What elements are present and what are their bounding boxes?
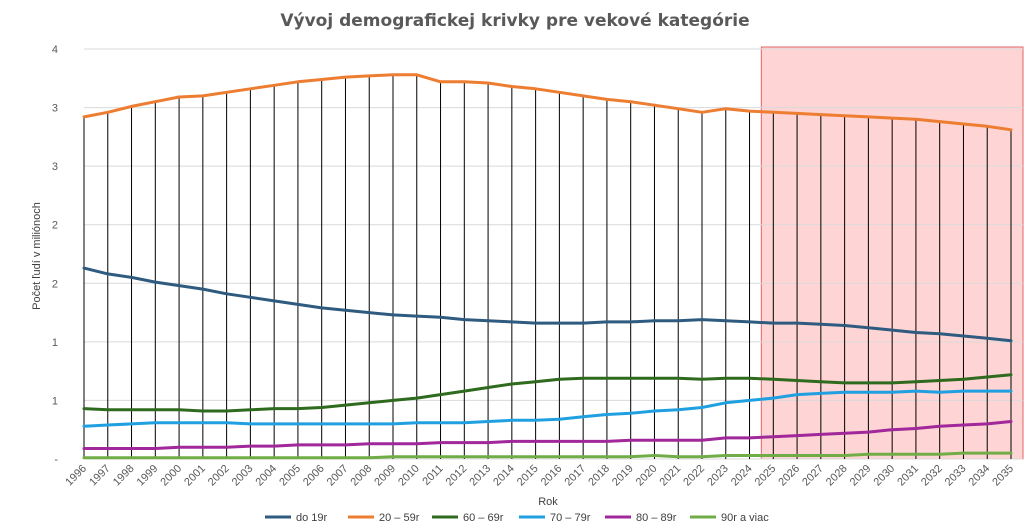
x-tick-label: 2022 (681, 463, 707, 489)
x-tick-label: 2001 (182, 463, 208, 489)
x-tick-label: 2019 (610, 463, 636, 489)
legend-label: 90r a viac (721, 512, 769, 524)
y-tick-label: 1 (52, 395, 58, 407)
y-axis-title: Počet ľudí v miliónoch (31, 202, 43, 310)
y-tick-label: 3 (52, 161, 58, 173)
x-tick-label: 2005 (277, 463, 303, 489)
x-tick-label: 2030 (871, 463, 897, 489)
x-tick-label: 2015 (515, 463, 541, 489)
x-tick-label: 2010 (396, 463, 422, 489)
series-line (82, 266, 1013, 343)
x-tick-label: 2026 (776, 463, 802, 489)
x-tick-label: 2018 (586, 463, 612, 489)
chart-title: Vývoj demografickej krivky pre vekové ka… (280, 11, 749, 31)
legend-label: 80 – 89r (636, 512, 677, 524)
x-tick-label: 2031 (895, 463, 921, 489)
x-axis-tick-labels: 1996199719981999200020012002200320042005… (63, 463, 1016, 489)
x-tick-label: 1996 (63, 463, 89, 489)
legend-label: do 19r (296, 512, 328, 524)
x-tick-label: 2009 (372, 463, 398, 489)
x-tick-label: 2008 (349, 463, 375, 489)
y-tick-label: - (54, 454, 58, 466)
series-line (82, 73, 1013, 132)
x-tick-label: 2011 (420, 463, 445, 488)
x-tick-label: 1999 (135, 463, 161, 489)
y-tick-label: 4 (52, 44, 58, 56)
series-line (82, 389, 1013, 428)
x-tick-label: 2028 (824, 463, 850, 489)
x-tick-label: 2035 (990, 463, 1016, 489)
y-tick-label: 3 (52, 103, 58, 115)
series-line (82, 451, 1013, 460)
x-tick-label: 2025 (753, 463, 779, 489)
x-tick-label: 2020 (634, 463, 660, 489)
x-tick-label: 2024 (729, 463, 755, 489)
series-line (82, 373, 1013, 413)
x-tick-label: 1997 (87, 463, 113, 489)
legend-label: 20 – 59r (379, 512, 420, 524)
x-tick-label: 2033 (943, 463, 969, 489)
x-tick-label: 2012 (444, 463, 470, 489)
x-tick-label: 2021 (658, 463, 684, 489)
y-tick-label: 2 (52, 220, 58, 232)
x-axis-title: Rok (538, 496, 558, 508)
x-tick-label: 2007 (325, 463, 351, 489)
x-tick-label: 2023 (705, 463, 731, 489)
legend: do 19r 20 – 59r 60 – 69r 70 – 79r 80 – 89r 90… (265, 512, 769, 524)
y-tick-label: 1 (52, 337, 58, 349)
x-tick-label: 2000 (158, 463, 184, 489)
x-tick-label: 1998 (111, 463, 137, 489)
x-tick-label: 2002 (206, 463, 232, 489)
x-tick-label: 2027 (800, 463, 826, 489)
series-lines (82, 73, 1013, 460)
x-tick-label: 2032 (919, 463, 945, 489)
legend-label: 60 – 69r (463, 512, 504, 524)
x-tick-label: 2016 (539, 463, 565, 489)
x-tick-label: 2034 (967, 463, 993, 489)
series-line (82, 420, 1013, 450)
y-tick-label: 2 (52, 278, 58, 290)
x-tick-label: 2017 (562, 463, 588, 489)
x-tick-label: 2029 (848, 463, 874, 489)
x-tick-label: 2006 (301, 463, 327, 489)
x-tick-label: 2014 (491, 463, 517, 489)
vertical-gridlines (83, 74, 1012, 459)
x-tick-label: 2013 (467, 463, 493, 489)
legend-label: 70 – 79r (550, 512, 591, 524)
y-axis-tick-labels: - 1 1 2 2 3 3 4 (52, 44, 58, 466)
x-tick-label: 2003 (230, 463, 256, 489)
x-tick-label: 2004 (253, 463, 279, 489)
